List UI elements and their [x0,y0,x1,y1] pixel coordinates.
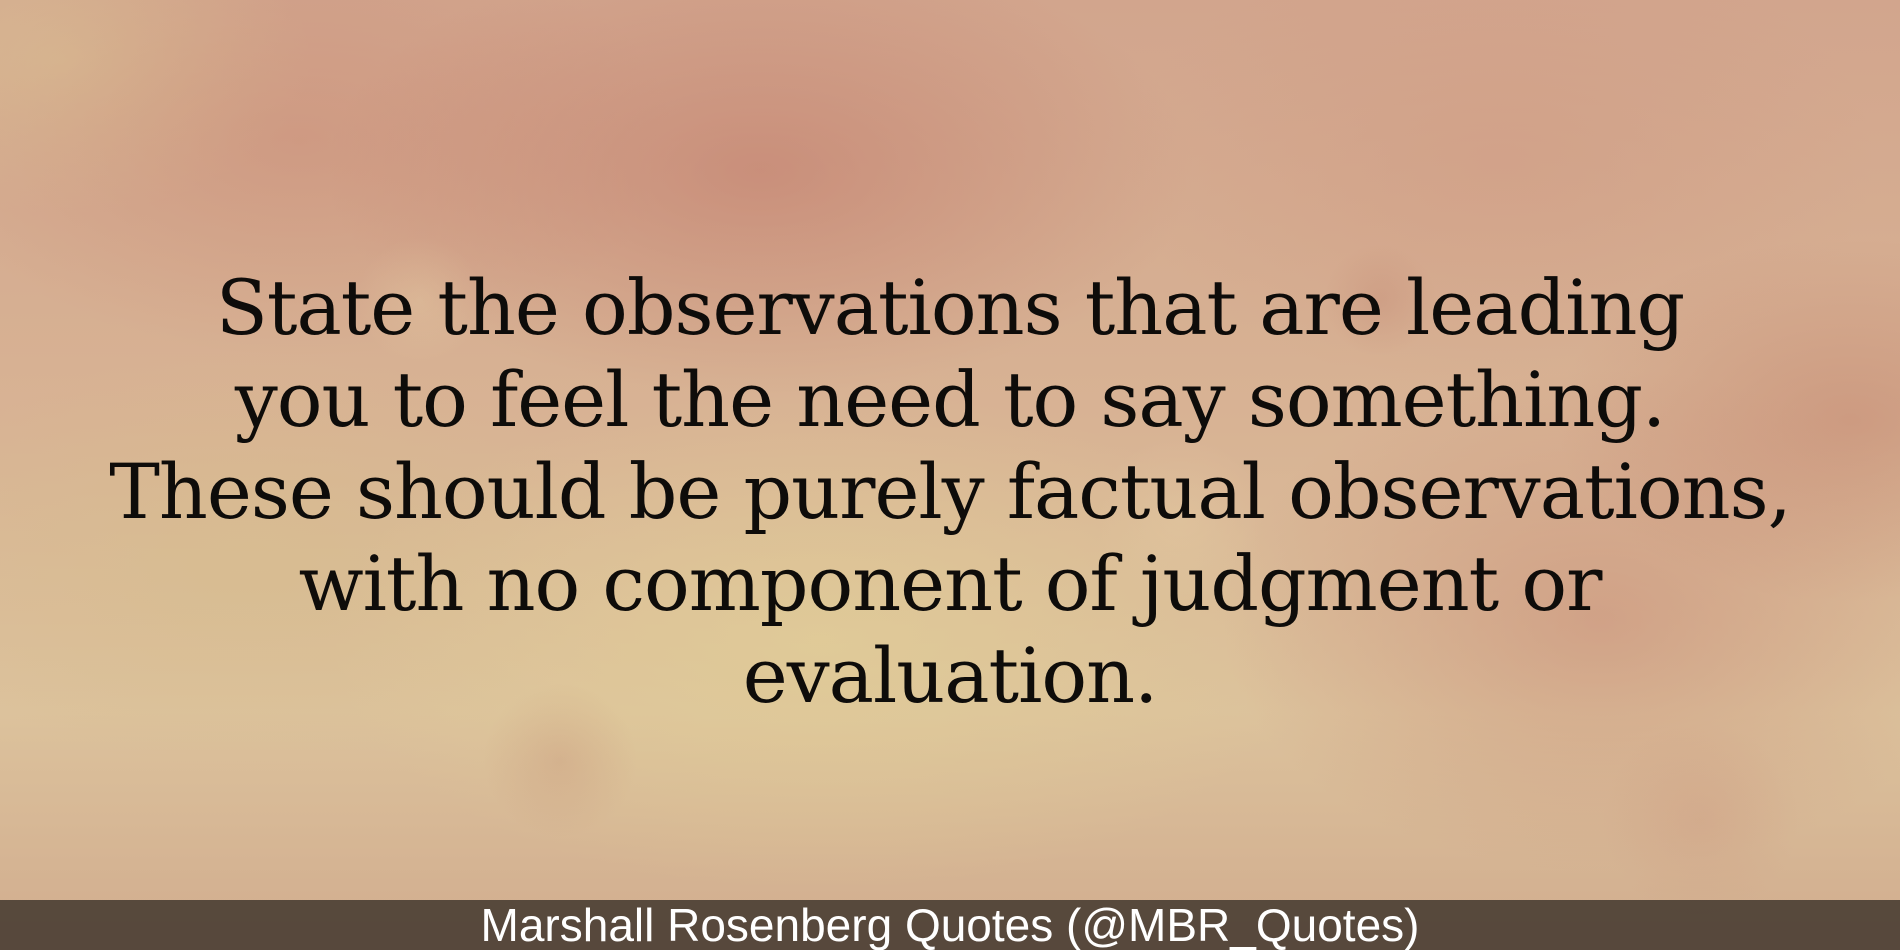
quote-line-1: State the observations that are leading [215,263,1685,352]
quote-text: State the observations that are leading … [100,262,1800,722]
quote-line-4: with no component of judgment or [298,539,1603,628]
quote-line-2: you to feel the need to say something. [234,355,1666,444]
attribution-bar: Marshall Rosenberg Quotes (@MBR_Quotes) [0,900,1900,950]
quote-line-3: These should be purely factual observati… [109,447,1792,536]
attribution-text: Marshall Rosenberg Quotes (@MBR_Quotes) [480,899,1420,950]
quote-line-5: evaluation. [742,631,1159,720]
